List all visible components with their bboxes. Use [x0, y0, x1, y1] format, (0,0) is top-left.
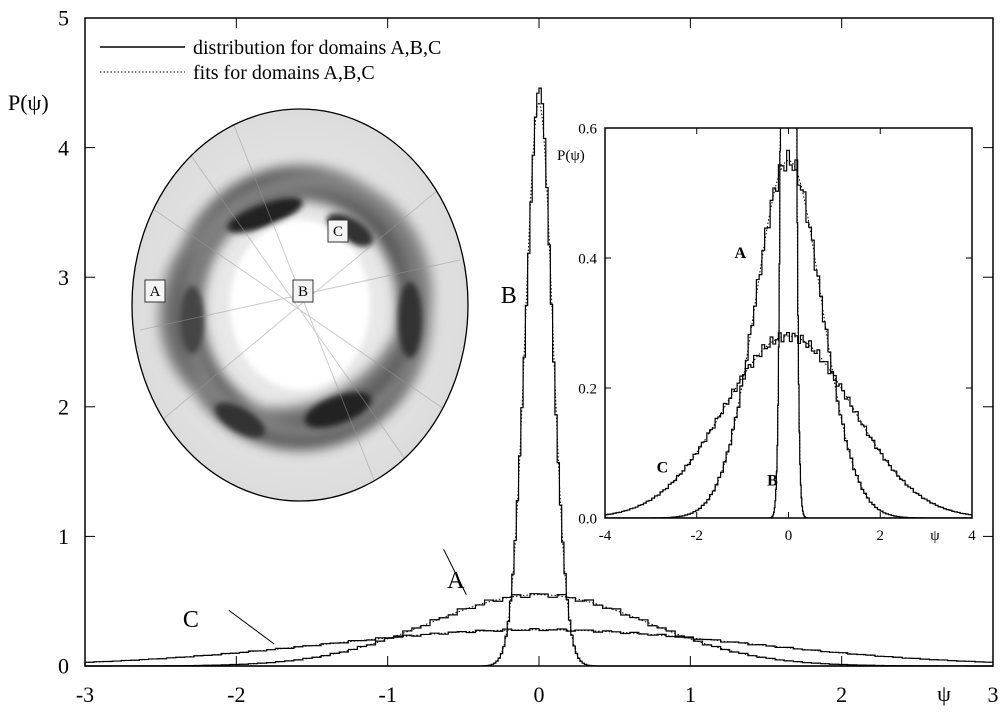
series-C-fit — [605, 335, 972, 516]
x-tick-label: -4 — [599, 528, 612, 544]
y-tick-label: 3 — [58, 265, 69, 290]
x-tick-label: -2 — [227, 682, 245, 707]
domain-map-label-C: C — [333, 224, 343, 240]
y-tick-label: 2 — [58, 395, 69, 420]
series-B-fit — [85, 100, 993, 667]
series-B-histogram — [85, 87, 993, 667]
annotation-A: A — [735, 245, 747, 262]
annotation-C: C — [183, 607, 199, 633]
domain-map-labels: A B C — [144, 219, 349, 303]
main-series: A B C — [84, 87, 994, 667]
annotation-A: A — [447, 568, 465, 594]
domain-map-label-A: A — [150, 284, 161, 300]
x-tick-label: 2 — [877, 528, 885, 544]
legend-label-fits: fits for domains A,B,C — [193, 62, 375, 84]
x-tick-label: 0 — [534, 682, 545, 707]
inset-ticks: -4 -2 0 2 4 0.0 0.2 0.4 0.6 ψ P(ψ) — [557, 121, 976, 544]
series-A-histogram — [605, 149, 972, 518]
y-tick-label: 1 — [58, 524, 69, 549]
domain-map-traces — [139, 114, 461, 496]
series-C-fit — [84, 629, 994, 663]
inset-series: A B C — [605, 128, 972, 518]
domain-map-border — [131, 108, 469, 502]
y-axis-label: P(ψ) — [557, 148, 585, 164]
y-axis-label: P(ψ) — [8, 90, 49, 115]
x-axis-label: ψ — [937, 681, 951, 706]
y-tick-label: 0.0 — [578, 511, 597, 527]
domain-map-label-box — [327, 219, 349, 243]
x-tick-label: 0 — [785, 528, 793, 544]
x-tick-label: 3 — [988, 682, 999, 707]
series-A-fit — [85, 594, 993, 667]
legend-label-distribution: distribution for domains A,B,C — [193, 37, 441, 59]
x-tick-label: 4 — [968, 528, 976, 544]
x-tick-label: 1 — [685, 682, 696, 707]
y-tick-label: 5 — [58, 6, 69, 31]
y-tick-label: 0.4 — [578, 251, 597, 267]
y-tick-label: 0.2 — [578, 381, 597, 397]
y-tick-label: 0.6 — [578, 121, 597, 137]
annotation-B: B — [501, 283, 517, 309]
annotation-B: B — [767, 473, 778, 490]
x-tick-label: 2 — [836, 682, 847, 707]
annotation-C: C — [657, 460, 669, 477]
domain-map-label-box — [292, 279, 314, 303]
domain-map-label-B: B — [298, 284, 308, 300]
domain-map: A B C — [131, 108, 469, 502]
x-tick-label: -2 — [691, 528, 704, 544]
x-axis-label: ψ — [930, 528, 940, 544]
domain-map-label-box — [144, 279, 166, 303]
x-tick-label: -1 — [379, 682, 397, 707]
annotation-C-leader — [228, 609, 275, 645]
annotation-A-leader — [443, 549, 467, 595]
legend: distribution for domains A,B,C fits for … — [100, 37, 441, 84]
inset-background — [605, 128, 972, 518]
x-tick-label: -3 — [76, 682, 94, 707]
y-tick-label: 0 — [58, 654, 69, 679]
y-tick-label: 4 — [58, 135, 69, 160]
